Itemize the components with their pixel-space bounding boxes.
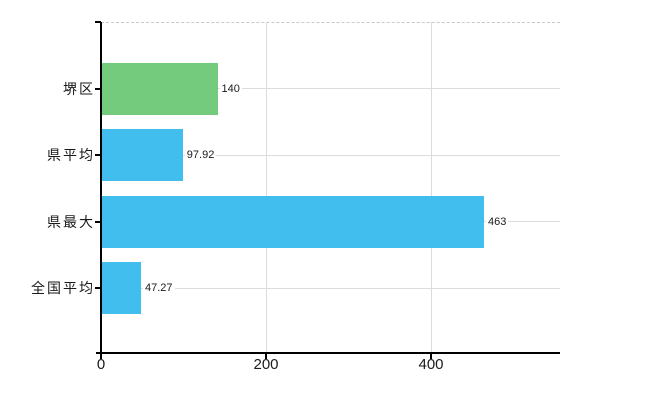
bar-value-label: 463 xyxy=(485,214,509,229)
x-axis-tick xyxy=(100,353,102,359)
row-gridline xyxy=(101,154,560,156)
x-gridline xyxy=(265,22,267,353)
x-tick-label: 200 xyxy=(253,356,279,373)
y-axis-line xyxy=(100,22,102,353)
x-tick-label: 400 xyxy=(418,356,444,373)
category-label: 堺区 xyxy=(63,80,95,97)
bar-3 xyxy=(102,195,484,248)
bar-4 xyxy=(102,262,141,314)
row-gridline xyxy=(101,88,560,89)
x-tick-label: 0 xyxy=(96,356,106,373)
x-axis-tick xyxy=(265,353,267,359)
row-gridline xyxy=(101,287,560,289)
bar-value-label: 47.27 xyxy=(142,281,175,295)
y-axis-tick xyxy=(95,87,101,90)
y-axis-tick xyxy=(95,154,101,156)
y-axis-top-tick xyxy=(95,21,101,23)
bar-value-label: 97.92 xyxy=(184,148,217,162)
x-gridline xyxy=(430,22,432,353)
bar-value-label: 140 xyxy=(219,81,242,96)
category-label: 県平均 xyxy=(47,147,95,163)
category-label: 県最大 xyxy=(47,213,95,230)
bar-1 xyxy=(102,62,218,115)
category-label: 全国平均 xyxy=(31,280,95,296)
x-axis-tick xyxy=(430,353,432,359)
plot-top-border xyxy=(101,22,560,23)
y-axis-tick xyxy=(95,220,101,223)
bar-2 xyxy=(102,129,183,181)
y-axis-tick xyxy=(95,287,101,289)
x-axis-line xyxy=(96,352,560,354)
